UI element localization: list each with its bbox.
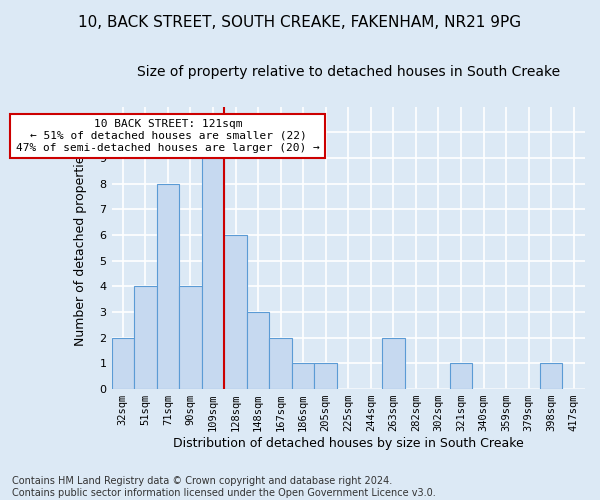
Bar [269, 338, 292, 389]
Bar [292, 364, 314, 389]
Bar [450, 364, 472, 389]
Bar [179, 286, 202, 389]
Bar [382, 338, 404, 389]
Title: Size of property relative to detached houses in South Creake: Size of property relative to detached ho… [137, 65, 560, 79]
Text: 10, BACK STREET, SOUTH CREAKE, FAKENHAM, NR21 9PG: 10, BACK STREET, SOUTH CREAKE, FAKENHAM,… [79, 15, 521, 30]
Bar [314, 364, 337, 389]
Bar [134, 286, 157, 389]
Bar [540, 364, 562, 389]
X-axis label: Distribution of detached houses by size in South Creake: Distribution of detached houses by size … [173, 437, 524, 450]
Bar [202, 158, 224, 389]
Text: Contains HM Land Registry data © Crown copyright and database right 2024.
Contai: Contains HM Land Registry data © Crown c… [12, 476, 436, 498]
Bar [112, 338, 134, 389]
Bar [224, 235, 247, 389]
Y-axis label: Number of detached properties: Number of detached properties [74, 150, 87, 346]
Bar [157, 184, 179, 389]
Bar [247, 312, 269, 389]
Text: 10 BACK STREET: 121sqm
← 51% of detached houses are smaller (22)
47% of semi-det: 10 BACK STREET: 121sqm ← 51% of detached… [16, 120, 320, 152]
